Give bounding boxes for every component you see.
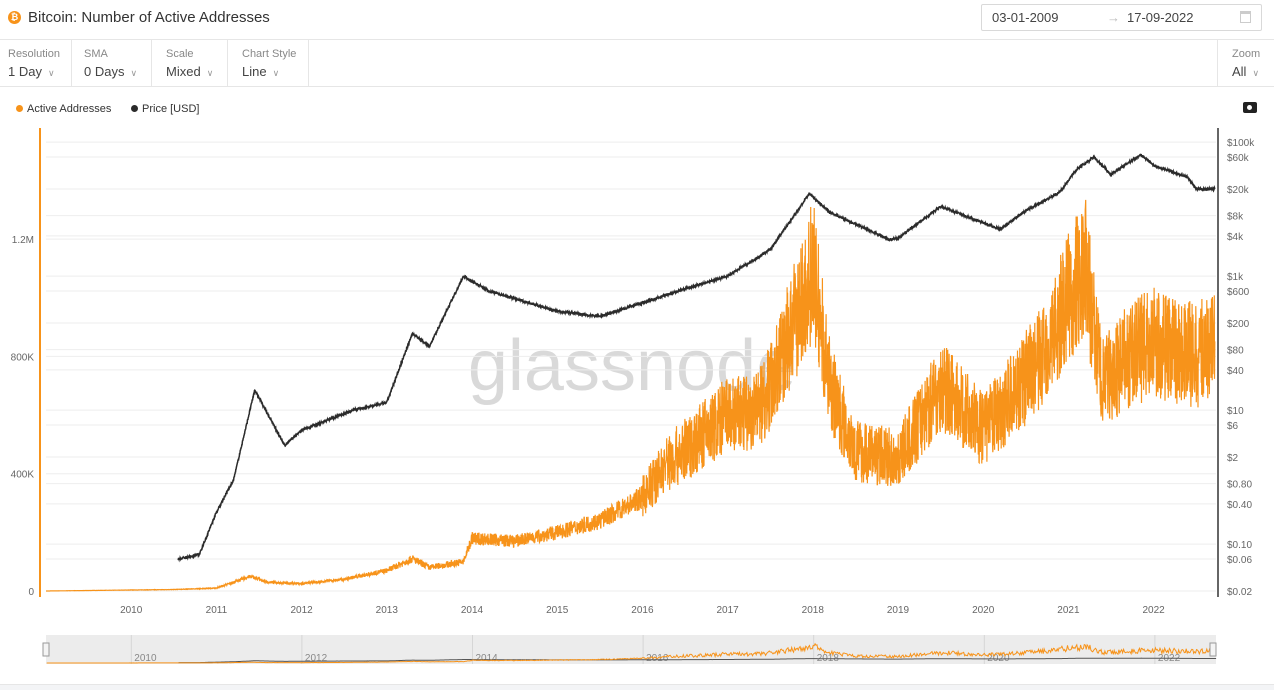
chart-style-value: Line <box>242 64 267 79</box>
y-left-tick-label: 0 <box>28 587 34 598</box>
series-price <box>177 153 1216 563</box>
x-tick-label: 2020 <box>972 605 995 616</box>
header: ₿ Bitcoin: Number of Active Addresses 03… <box>0 0 1274 40</box>
sma-select[interactable]: SMA 0 Days ∨ <box>72 40 152 86</box>
resolution-label: Resolution <box>8 48 60 60</box>
x-tick-label: 2016 <box>631 605 654 616</box>
chevron-down-icon: ∨ <box>47 68 55 78</box>
navigator-addresses-line <box>46 642 1217 664</box>
y-left-tick-label: 800K <box>11 352 35 363</box>
x-tick-label: 2011 <box>206 605 228 616</box>
date-to[interactable]: 17-09-2022 <box>1127 10 1194 25</box>
y-right-tick-label: $8k <box>1227 212 1244 223</box>
y-right-tick-label: $80 <box>1227 346 1244 357</box>
x-tick-label: 2014 <box>461 605 484 616</box>
date-range-picker[interactable]: 03-01-2009 → 17-09-2022 <box>981 4 1262 31</box>
legend-item-price[interactable]: Price [USD] <box>131 103 199 115</box>
legend-dot <box>16 105 23 112</box>
resolution-value: 1 Day <box>8 64 42 79</box>
y-right-tick-label: $20k <box>1227 185 1250 196</box>
navigator-tick-label: 2014 <box>476 653 499 664</box>
x-tick-label: 2012 <box>290 605 313 616</box>
navigator-handle-left[interactable] <box>42 642 50 657</box>
y-right-tick-label: $0.06 <box>1227 555 1252 566</box>
zoom-select[interactable]: Zoom All ∨ <box>1217 40 1274 86</box>
y-right-tick-label: $0.40 <box>1227 500 1252 511</box>
resolution-select[interactable]: Resolution 1 Day ∨ <box>0 40 72 86</box>
y-left-tick-label: 1.2M <box>12 235 34 246</box>
toolbar: Resolution 1 Day ∨ SMA 0 Days ∨ Scale Mixe… <box>0 40 1274 87</box>
x-tick-label: 2013 <box>376 605 399 616</box>
chevron-down-icon: ∨ <box>206 68 214 78</box>
x-tick-label: 2022 <box>1142 605 1165 616</box>
y-right-tick-label: $200 <box>1227 319 1250 330</box>
y-right-tick-label: $10 <box>1227 406 1244 417</box>
sma-value: 0 Days <box>84 64 125 79</box>
footer-bar <box>0 684 1274 690</box>
legend-dot <box>131 105 138 112</box>
y-right-tick-label: $0.02 <box>1227 587 1252 598</box>
y-right-tick-label: $0.10 <box>1227 540 1252 551</box>
sma-label: SMA <box>84 48 108 60</box>
y-right-tick-label: $1k <box>1227 272 1244 283</box>
y-right-tick-label: $40 <box>1227 366 1244 377</box>
chevron-down-icon: ∨ <box>130 68 138 78</box>
chevron-down-icon: ∨ <box>272 68 280 78</box>
calendar-icon[interactable] <box>1240 11 1251 23</box>
zoom-label: Zoom <box>1232 48 1261 60</box>
legend-label: Price [USD] <box>142 103 200 115</box>
series-active-addresses <box>46 199 1216 592</box>
y-right-tick-label: $60k <box>1227 153 1250 164</box>
x-tick-label: 2021 <box>1057 605 1080 616</box>
y-right-tick-label: $600 <box>1227 287 1250 298</box>
scale-value: Mixed <box>166 64 201 79</box>
y-right-tick-label: $6 <box>1227 421 1239 432</box>
x-tick-label: 2010 <box>120 605 143 616</box>
chart-style-select[interactable]: Chart Style Line ∨ <box>228 40 309 86</box>
arrow-icon: → <box>1107 10 1120 25</box>
x-tick-label: 2017 <box>716 605 739 616</box>
zoom-value: All <box>1232 64 1247 79</box>
navigator-tick-label: 2012 <box>305 653 328 664</box>
camera-icon[interactable] <box>1243 102 1257 113</box>
bitcoin-icon: ₿ <box>8 11 21 24</box>
chevron-down-icon: ∨ <box>1252 68 1260 78</box>
watermark: glassnode <box>468 326 796 406</box>
legend-item-active-addresses[interactable]: Active Addresses <box>16 103 111 115</box>
x-tick-label: 2015 <box>546 605 569 616</box>
y-right-tick-label: $100k <box>1227 138 1255 149</box>
scale-label: Scale <box>166 48 194 60</box>
page-title: Bitcoin: Number of Active Addresses <box>28 9 270 26</box>
x-tick-label: 2019 <box>887 605 910 616</box>
y-left-tick-label: 400K <box>11 470 35 481</box>
date-from[interactable]: 03-01-2009 <box>992 10 1059 25</box>
legend-label: Active Addresses <box>27 103 112 115</box>
chart-style-label: Chart Style <box>242 48 297 60</box>
navigator-handle-right[interactable] <box>1209 642 1217 657</box>
y-right-tick-label: $4k <box>1227 232 1244 243</box>
x-tick-label: 2018 <box>802 605 825 616</box>
scale-select[interactable]: Scale Mixed ∨ <box>152 40 228 86</box>
y-right-tick-label: $0.80 <box>1227 480 1252 491</box>
y-right-tick-label: $2 <box>1227 453 1239 464</box>
navigator-tick-label: 2010 <box>134 653 157 664</box>
navigator-price-line <box>178 657 1217 664</box>
